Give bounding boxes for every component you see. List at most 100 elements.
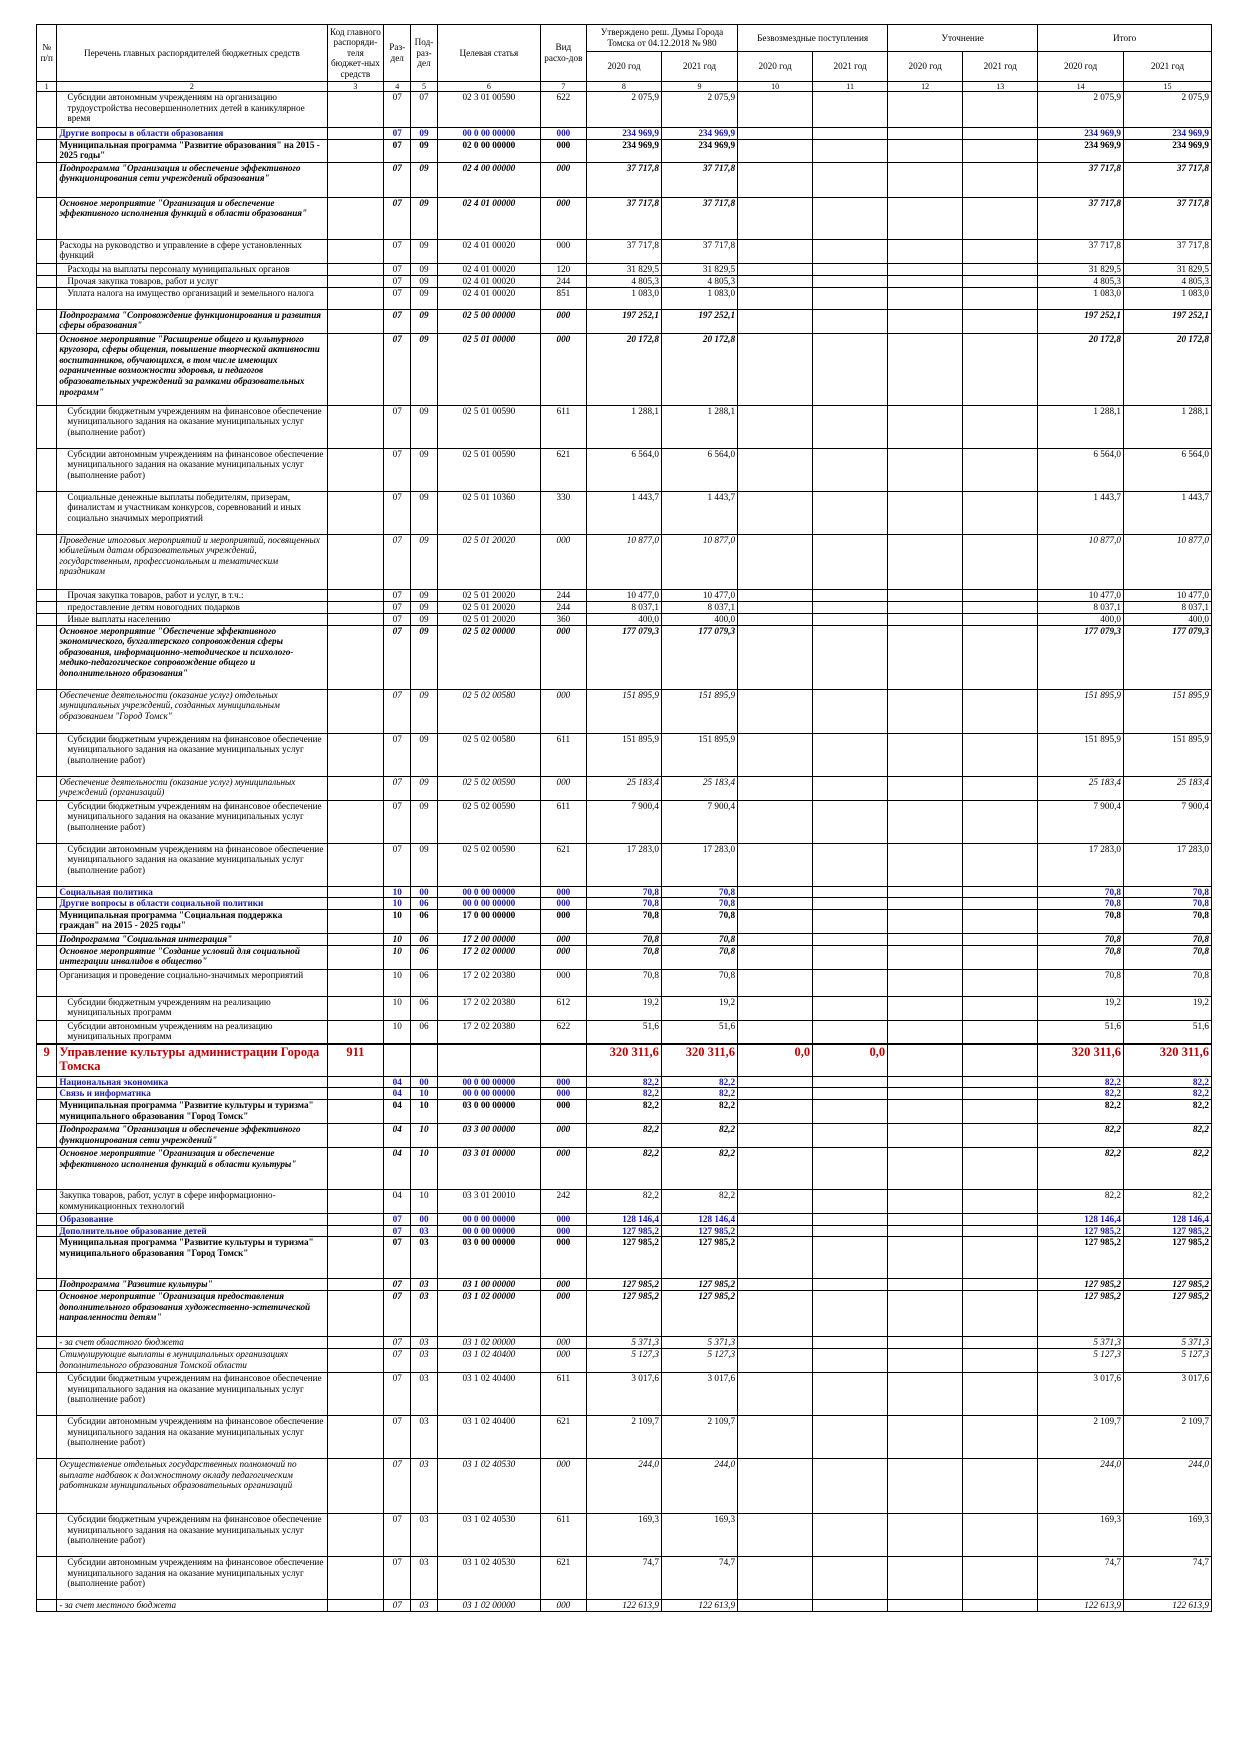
row-free-2020 [737, 447, 814, 492]
table-row: Национальная экономика 04 00 00 0 00 00000 0… [35, 1075, 1213, 1089]
row-total-2021: 2 075,9 [1122, 91, 1213, 128]
row-free-2020 [737, 1513, 814, 1558]
row-clarify-2020 [887, 1098, 964, 1124]
row-clarify-2020 [887, 799, 964, 844]
row-approved-2021: 25 183,4 [660, 775, 739, 801]
row-approved-2020: 1 083,0 [585, 286, 662, 310]
row-free-2020 [737, 1146, 814, 1190]
row-podrazdel: 10 [410, 1122, 438, 1148]
row-clarify-2020 [887, 588, 964, 602]
row-free-2021 [812, 1087, 889, 1100]
row-approved-2020: 197 252,1 [585, 308, 662, 334]
row-target: 03 1 02 40400 [436, 1348, 541, 1374]
row-podrazdel: 03 [410, 1415, 438, 1460]
row-razdel: 07 [383, 447, 412, 492]
row-clarify-2021 [962, 897, 1039, 910]
row-free-2021 [812, 447, 889, 492]
table-row: Образование 07 00 00 0 00 00000 000 128 146,4… [35, 1212, 1213, 1226]
row-free-2020 [737, 274, 814, 288]
row-approved-2020: 7 900,4 [585, 799, 662, 844]
row-podrazdel: 09 [410, 799, 438, 844]
row-name: - за счет местного бюджета [56, 1599, 328, 1613]
row-razdel: 07 [383, 238, 412, 264]
table-row: Основное мероприятие "Обеспечение эффект… [35, 624, 1213, 690]
row-approved-2021: 169,3 [660, 1513, 739, 1558]
row-vid: 000 [539, 932, 587, 946]
row-approved-2021: 82,2 [660, 1098, 739, 1124]
row-number [35, 1278, 58, 1292]
row-number [35, 1224, 58, 1238]
row-clarify-2021 [962, 404, 1039, 449]
row-podrazdel: 06 [410, 897, 438, 910]
row-free-2020 [737, 1019, 814, 1045]
row-total-2020: 151 895,9 [1037, 688, 1124, 734]
row-name: Субсидии автономным учреждениям на финан… [56, 1556, 328, 1601]
row-approved-2021: 400,0 [660, 612, 739, 626]
row-clarify-2020 [887, 1122, 964, 1148]
row-free-2020 [737, 490, 814, 535]
table-row: Уплата налога на имущество организаций и… [35, 286, 1213, 310]
row-total-2021: 25 183,4 [1122, 775, 1213, 801]
row-clarify-2020 [887, 286, 964, 310]
row-clarify-2020 [887, 1212, 964, 1226]
header-year: 2021 год [812, 51, 889, 82]
row-approved-2021: 3 017,6 [660, 1372, 739, 1417]
row-name: Субсидии бюджетным учреждениям на финанс… [56, 1372, 328, 1417]
row-number [35, 1372, 58, 1417]
column-number: 7 [539, 81, 587, 92]
row-razdel: 07 [383, 612, 412, 626]
row-total-2020: 177 079,3 [1037, 624, 1124, 690]
row-code [326, 732, 385, 777]
header-clarify: Уточнение [887, 24, 1039, 52]
row-code [326, 1224, 385, 1238]
row-total-2020: 37 717,8 [1037, 196, 1124, 240]
row-podrazdel: 09 [410, 533, 438, 590]
row-razdel: 07 [383, 1513, 412, 1558]
row-free-2020 [737, 196, 814, 240]
row-vid: 000 [539, 127, 587, 140]
row-approved-2020: 70,8 [585, 932, 662, 946]
row-free-2020 [737, 842, 814, 887]
row-clarify-2020 [887, 262, 964, 276]
row-total-2021: 82,2 [1122, 1098, 1213, 1124]
row-podrazdel: 09 [410, 732, 438, 777]
row-code [326, 688, 385, 734]
table-row: Закупка товаров, работ, услуг в сфере ин… [35, 1188, 1213, 1214]
row-vid: 000 [539, 1290, 587, 1338]
row-clarify-2021 [962, 1043, 1039, 1077]
row-podrazdel: 03 [410, 1224, 438, 1238]
row-clarify-2020 [887, 624, 964, 690]
row-vid: 000 [539, 533, 587, 590]
table-row: Субсидии бюджетным учреждениям на финанс… [35, 799, 1213, 844]
row-vid: 244 [539, 588, 587, 602]
row-number [35, 1599, 58, 1613]
row-free-2021 [812, 1212, 889, 1226]
row-razdel: 04 [383, 1188, 412, 1214]
row-approved-2021: 127 985,2 [660, 1278, 739, 1292]
row-name: Подпрограмма "Организация и обеспечение … [56, 1122, 328, 1148]
row-free-2020 [737, 1098, 814, 1124]
table-header: № п/п Перечень главных распорядителей бю… [35, 24, 1213, 92]
table-row: Субсидии автономным учреждениям на финан… [35, 1415, 1213, 1460]
row-target: 17 2 02 20380 [436, 1019, 541, 1045]
row-total-2021: 2 109,7 [1122, 1415, 1213, 1460]
row-target: 02 0 00 00000 [436, 138, 541, 163]
row-free-2021 [812, 1336, 889, 1350]
row-podrazdel: 09 [410, 588, 438, 602]
table-row: - за счет областного бюджета 07 03 03 1 02 … [35, 1336, 1213, 1350]
row-free-2021 [812, 612, 889, 626]
row-razdel: 10 [383, 897, 412, 910]
row-name: Подпрограмма "Развитие культуры" [56, 1278, 328, 1292]
row-total-2020: 82,2 [1037, 1122, 1124, 1148]
row-approved-2021: 70,8 [660, 897, 739, 910]
row-total-2021: 51,6 [1122, 1019, 1213, 1045]
row-code [326, 1458, 385, 1515]
table-row: Субсидии автономным учреждениям на финан… [35, 1556, 1213, 1601]
row-podrazdel: 09 [410, 688, 438, 734]
row-clarify-2020 [887, 1075, 964, 1089]
row-vid: 851 [539, 286, 587, 310]
row-clarify-2020 [887, 944, 964, 970]
row-total-2021: 70,8 [1122, 944, 1213, 970]
header-total: Итого [1037, 24, 1212, 52]
row-name: Субсидии бюджетным учреждениям на финанс… [56, 404, 328, 449]
